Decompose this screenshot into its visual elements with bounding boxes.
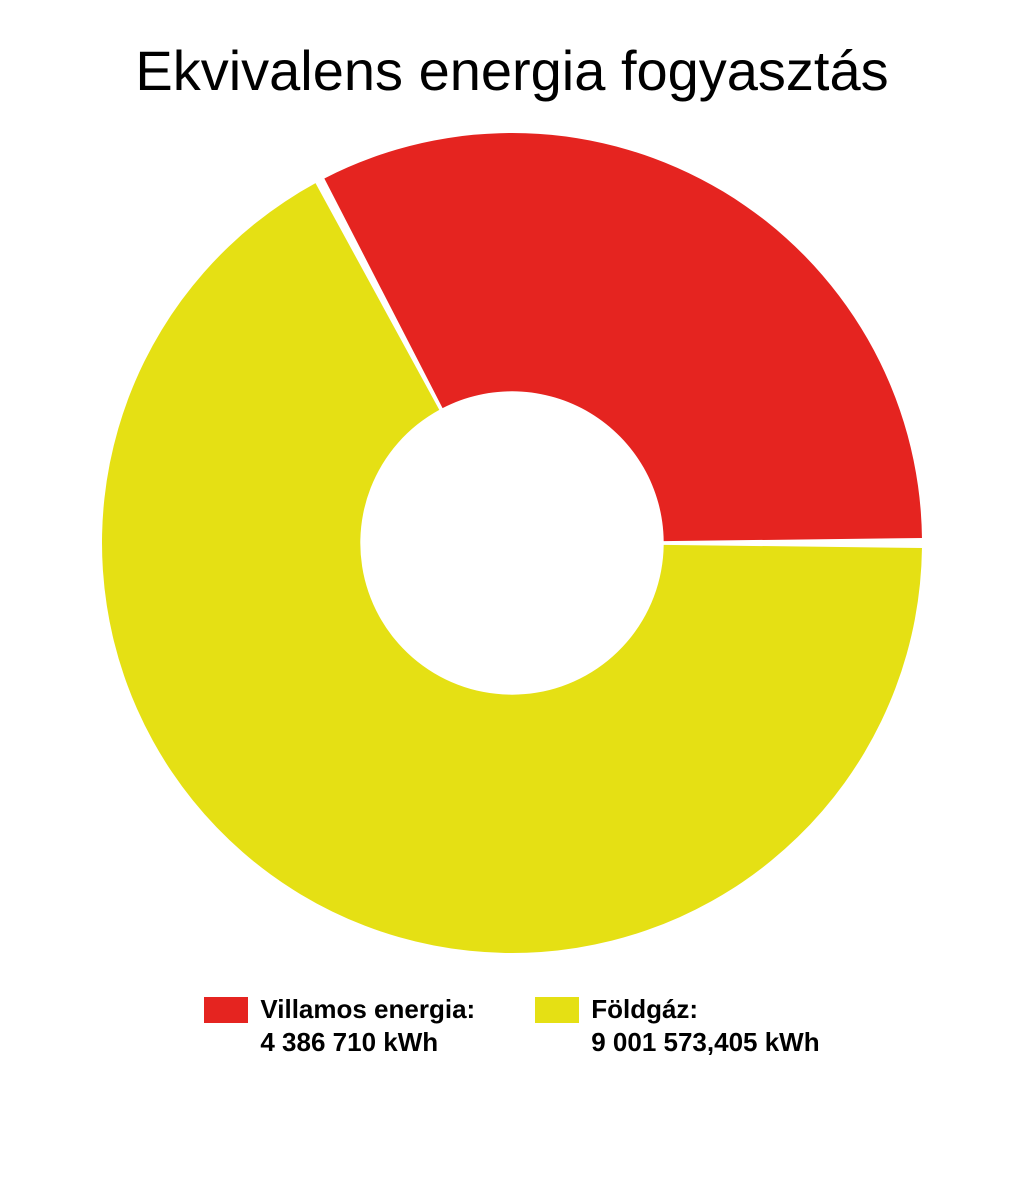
legend-text-gas: Földgáz: 9 001 573,405 kWh: [591, 993, 819, 1058]
legend-item-electricity: Villamos energia: 4 386 710 kWh: [204, 993, 475, 1058]
legend-label-line1: Földgáz:: [591, 993, 819, 1026]
legend-swatch-gas: [535, 997, 579, 1023]
legend-label-line1: Villamos energia:: [260, 993, 475, 1026]
donut-svg: [102, 133, 922, 953]
donut-slice: [324, 133, 922, 541]
chart-container: Ekvivalens energia fogyasztás Villamos e…: [0, 0, 1024, 1195]
legend-label-line2: 9 001 573,405 kWh: [591, 1026, 819, 1059]
legend-swatch-electricity: [204, 997, 248, 1023]
legend-text-electricity: Villamos energia: 4 386 710 kWh: [260, 993, 475, 1058]
donut-chart: [102, 133, 922, 953]
chart-title: Ekvivalens energia fogyasztás: [135, 38, 888, 103]
legend-label-line2: 4 386 710 kWh: [260, 1026, 475, 1059]
legend-item-gas: Földgáz: 9 001 573,405 kWh: [535, 993, 819, 1058]
legend: Villamos energia: 4 386 710 kWh Földgáz:…: [204, 993, 819, 1058]
